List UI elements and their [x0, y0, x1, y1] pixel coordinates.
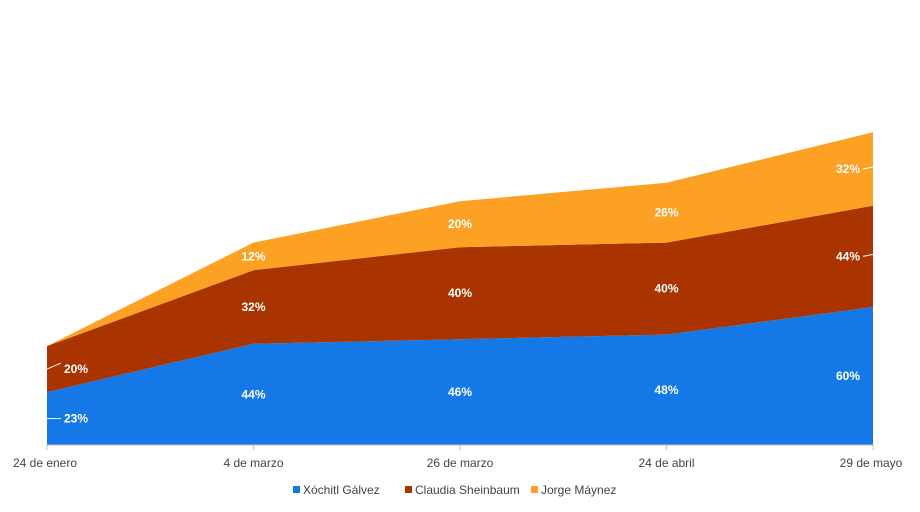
- legend[interactable]: Xóchitl Gálvez Claudia Sheinbaum Jorge Máy…: [293, 483, 616, 497]
- legend-label: Claudia Sheinbaum: [415, 483, 520, 497]
- area-claudia-sheinbaum[interactable]: [47, 205, 873, 393]
- x-tick-label: 4 de marzo: [223, 456, 283, 470]
- x-tick-label: 24 de abril: [638, 456, 694, 470]
- data-label-claudia-sheinbaum-0: 20%: [64, 362, 88, 376]
- leader-lines: [46, 166, 874, 420]
- series-areas: [47, 132, 873, 445]
- data-label-claudia-sheinbaum-3: 40%: [654, 282, 678, 296]
- legend-label: Xóchitl Gálvez: [303, 483, 380, 497]
- data-label-xochitl-galvez-3: 48%: [654, 383, 678, 397]
- data-label-xochitl-galvez-2: 46%: [448, 385, 472, 399]
- x-tick-label: 29 de mayo: [840, 456, 903, 470]
- data-label-claudia-sheinbaum-2: 40%: [448, 286, 472, 300]
- legend-swatch: [405, 486, 412, 493]
- data-label-xochitl-galvez-1: 44%: [241, 387, 265, 401]
- leader-line-jorge-maynez-4: [862, 166, 874, 170]
- data-label-xochitl-galvez-4: 60%: [836, 369, 860, 383]
- legend-item-xochitl-galvez[interactable]: Xóchitl Gálvez: [293, 483, 380, 497]
- area-jorge-maynez[interactable]: [47, 132, 873, 347]
- area-xochitl-galvez[interactable]: [47, 307, 873, 445]
- data-label-jorge-maynez-4: 32%: [836, 162, 860, 176]
- legend-item-claudia-sheinbaum[interactable]: Claudia Sheinbaum: [405, 483, 520, 497]
- data-labels: 23% 44% 46% 48% 60% 20% 32% 40% 40% 44% 12% 20% 26% 3…: [64, 162, 860, 426]
- data-label-jorge-maynez-1: 12%: [241, 249, 265, 263]
- x-tick-label: 26 de marzo: [427, 456, 494, 470]
- leader-line-claudia-sheinbaum-0: [46, 362, 62, 370]
- data-label-claudia-sheinbaum-4: 44%: [836, 249, 860, 263]
- data-label-claudia-sheinbaum-1: 32%: [241, 300, 265, 314]
- legend-swatch: [531, 486, 538, 493]
- data-label-xochitl-galvez-0: 23%: [64, 412, 88, 426]
- data-label-jorge-maynez-3: 26%: [654, 206, 678, 220]
- legend-swatch: [293, 486, 300, 493]
- legend-item-jorge-maynez[interactable]: Jorge Máynez: [531, 483, 616, 497]
- legend-label: Jorge Máynez: [541, 483, 616, 497]
- data-label-jorge-maynez-2: 20%: [448, 217, 472, 231]
- x-tick-label: 24 de enero: [13, 456, 77, 470]
- x-axis-ticks: 24 de enero 4 de marzo 26 de marzo 24 de ab…: [13, 445, 903, 470]
- leader-line-claudia-sheinbaum-4: [862, 253, 874, 257]
